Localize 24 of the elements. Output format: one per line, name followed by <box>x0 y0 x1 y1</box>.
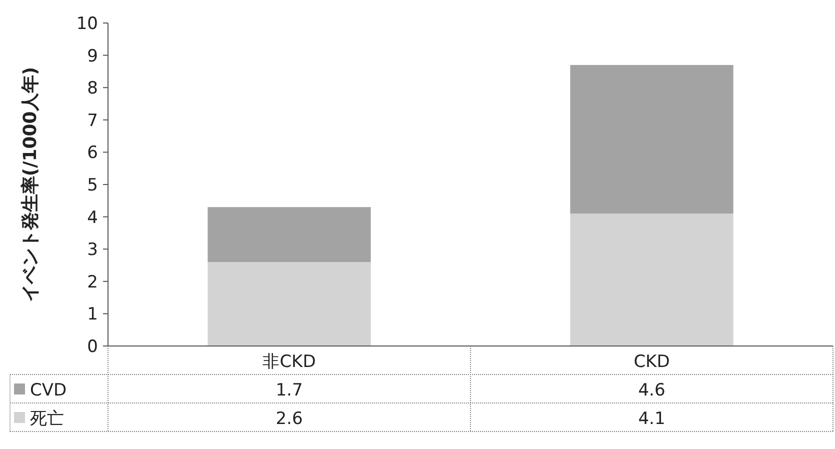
y-tick-label: 4 <box>87 208 98 228</box>
bar <box>570 64 734 214</box>
y-tick-label: 0 <box>87 337 98 357</box>
data-label: 2.6 <box>276 409 303 429</box>
y-tick-label: 2 <box>87 272 98 292</box>
data-label: 4.6 <box>638 380 666 400</box>
y-tick-label: 10 <box>76 14 98 34</box>
y-tick-label: 9 <box>87 46 98 66</box>
bar <box>208 262 371 346</box>
data-label: 1.7 <box>276 380 303 400</box>
y-axis-title: イベント発生率(/1000人年) <box>20 66 41 302</box>
x-tick-label: 非CKD <box>262 352 316 372</box>
x-tick-label: CKD <box>634 352 670 372</box>
y-tick-label: 7 <box>87 110 98 131</box>
y-tick-label: 8 <box>87 78 98 99</box>
bar <box>570 214 734 346</box>
legend-label: CVD <box>30 380 67 400</box>
legend-label: 死亡 <box>30 409 64 429</box>
y-tick-label: 5 <box>87 176 98 196</box>
y-tick-label: 1 <box>87 304 98 325</box>
bar <box>208 207 371 262</box>
y-tick-label: 3 <box>87 240 98 260</box>
data-label: 4.1 <box>638 409 666 429</box>
y-tick-label: 6 <box>87 143 98 164</box>
